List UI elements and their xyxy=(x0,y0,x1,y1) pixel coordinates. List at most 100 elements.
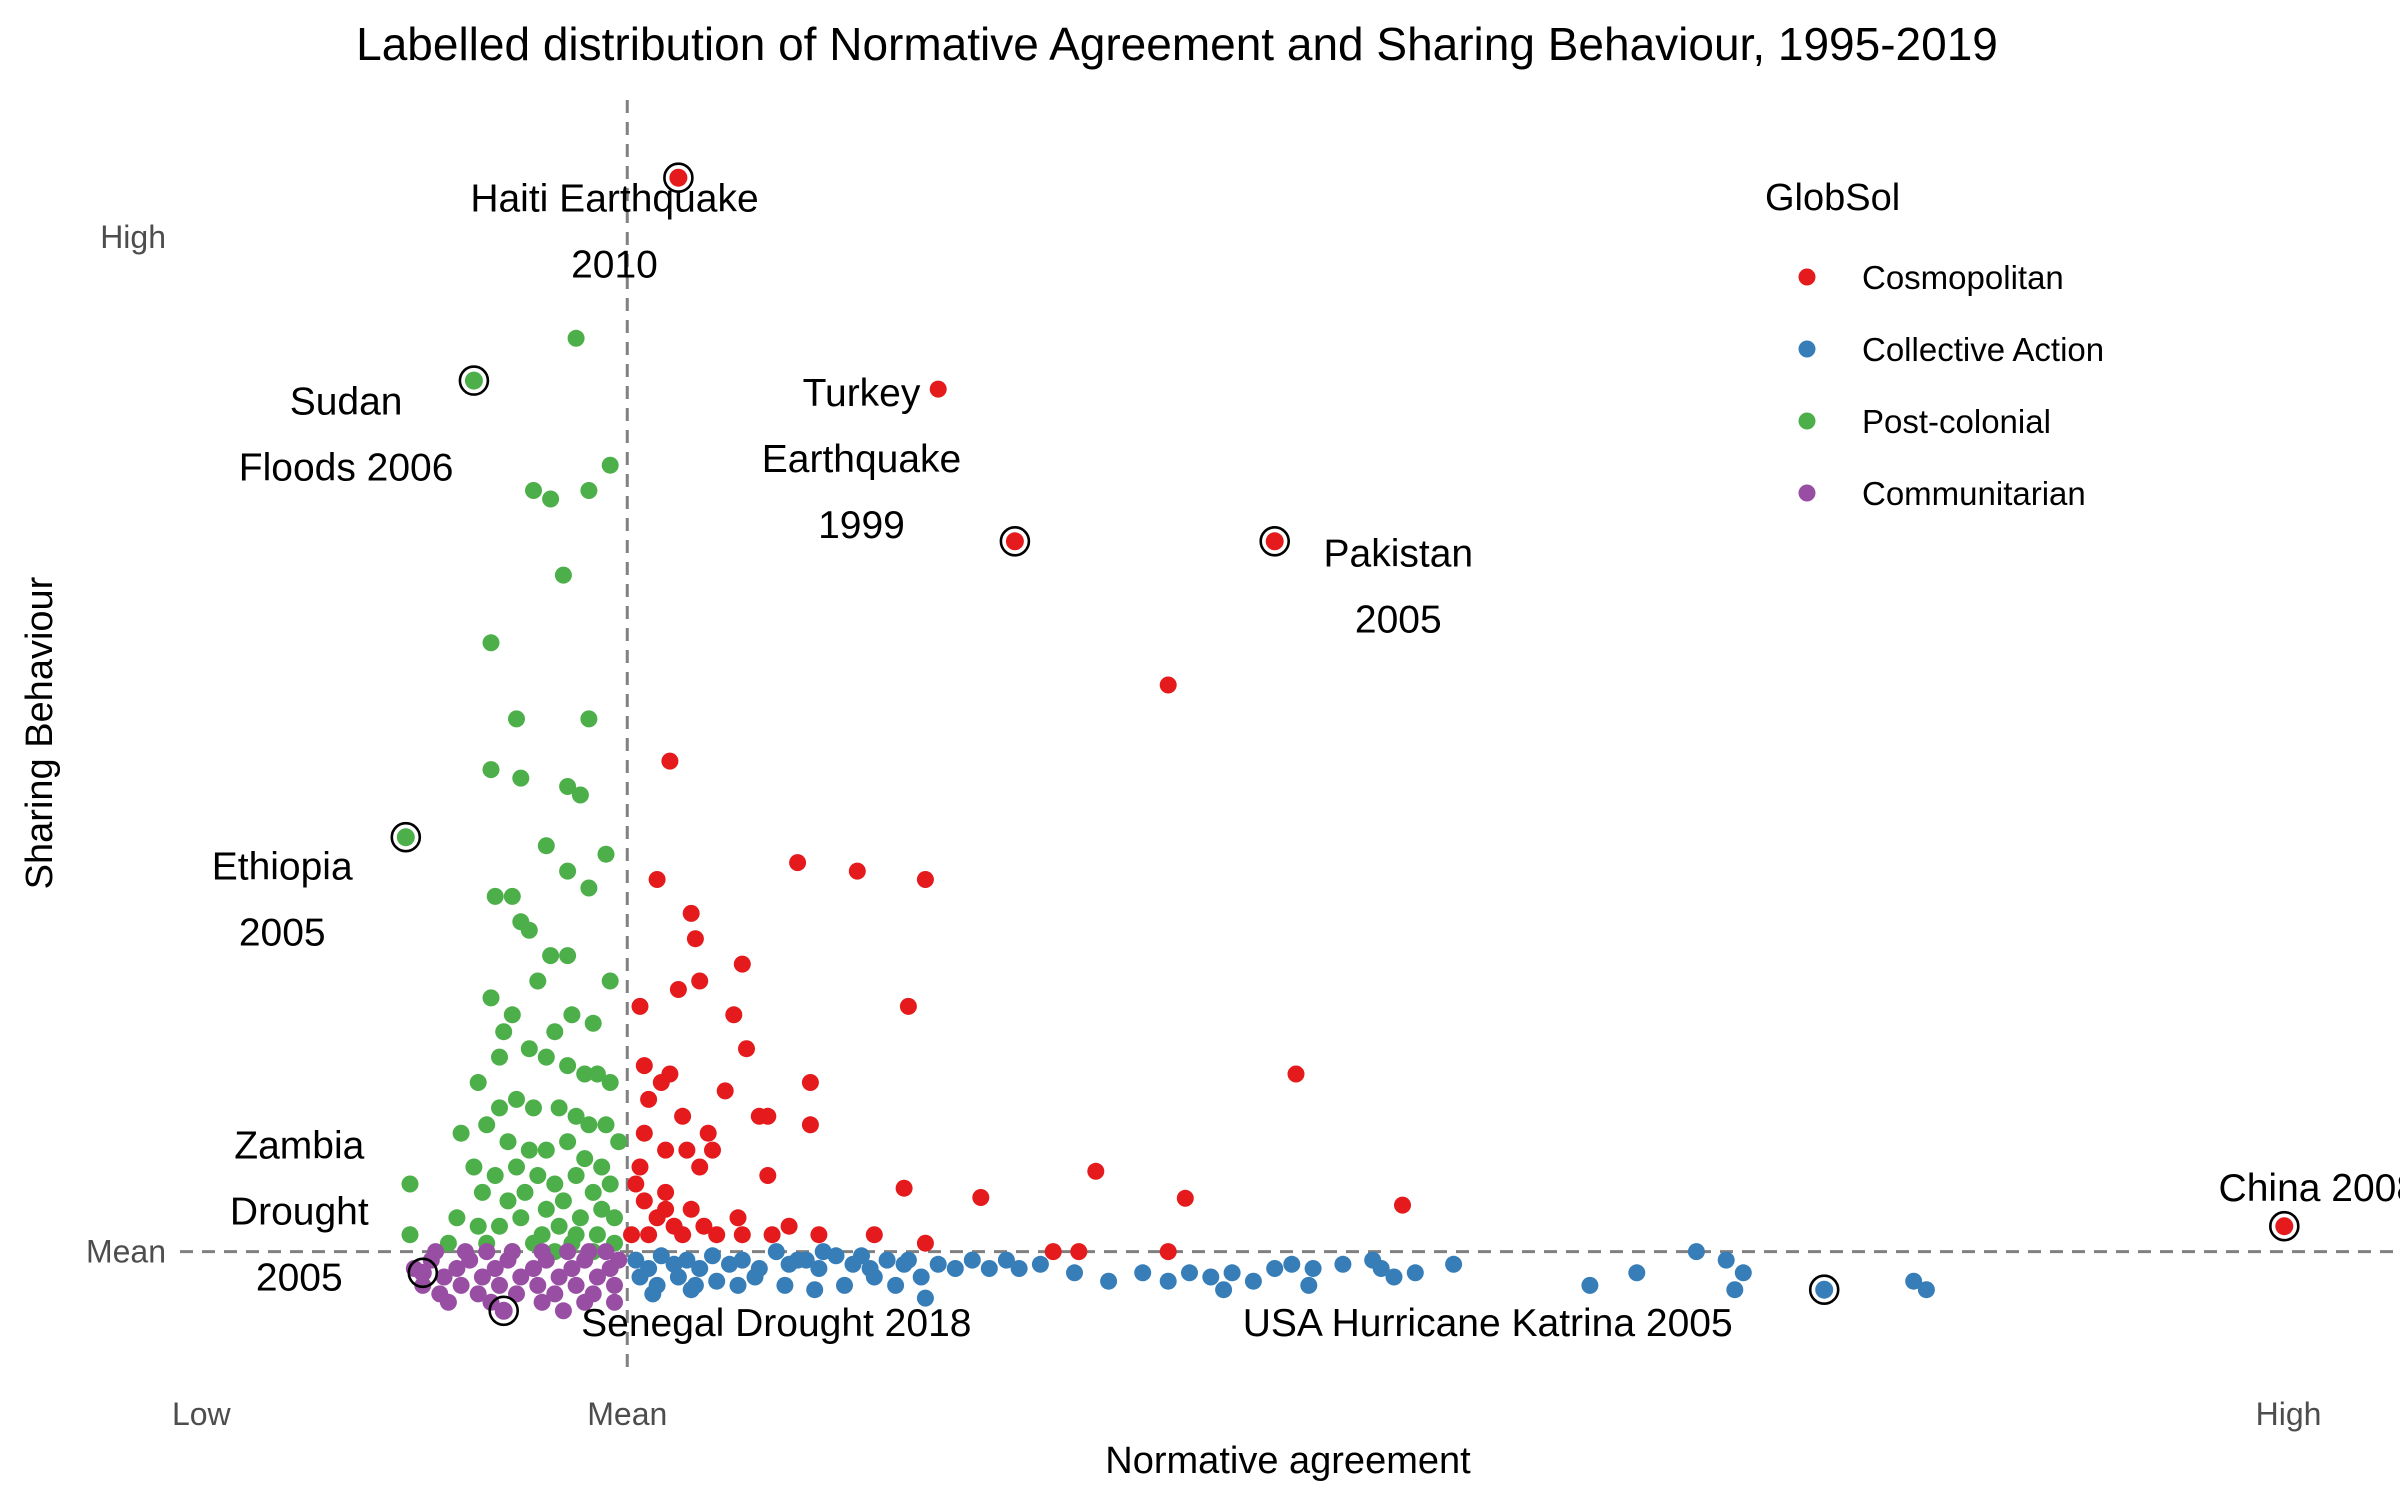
data-point xyxy=(567,1107,585,1125)
chart-title: Labelled distribution of Normative Agree… xyxy=(356,18,1998,70)
data-point xyxy=(644,1285,662,1303)
data-point xyxy=(1445,1255,1463,1273)
data-point xyxy=(597,1243,615,1261)
data-point xyxy=(912,1268,930,1286)
data-point xyxy=(725,1006,743,1024)
data-point xyxy=(469,1074,487,1091)
data-point xyxy=(657,1200,675,1218)
data-point xyxy=(1176,1189,1194,1207)
data-point xyxy=(606,1293,623,1311)
data-point xyxy=(537,837,555,855)
data-point xyxy=(1334,1255,1352,1273)
data-point xyxy=(559,1243,577,1261)
data-point xyxy=(1726,1281,1744,1299)
data-point xyxy=(508,1158,525,1176)
data-point xyxy=(512,1209,530,1227)
data-point xyxy=(580,710,598,728)
data-point xyxy=(567,1167,585,1184)
annotation-label: Haiti Earthquake xyxy=(470,178,758,221)
data-point xyxy=(452,1276,470,1294)
data-point xyxy=(733,955,751,973)
data-point xyxy=(606,1209,623,1227)
data-point xyxy=(546,1175,564,1193)
highlighted-point xyxy=(669,168,688,187)
data-point xyxy=(836,1276,853,1294)
data-point xyxy=(635,1057,653,1075)
legend-swatch xyxy=(1798,412,1816,430)
data-point xyxy=(1066,1264,1083,1282)
annotation-label: Zambia xyxy=(234,1125,364,1168)
data-point xyxy=(899,1251,917,1269)
data-point xyxy=(1917,1281,1935,1299)
x-axis-tick-labels: Low Mean High xyxy=(172,1396,2321,1432)
data-point xyxy=(1159,1243,1177,1261)
data-point xyxy=(503,887,521,905)
data-point xyxy=(810,1260,828,1277)
highlighted-point xyxy=(396,828,415,847)
data-point xyxy=(1581,1276,1599,1294)
data-point xyxy=(580,1116,598,1134)
data-point xyxy=(580,482,598,499)
data-point xyxy=(767,1243,785,1261)
legend-label: Post-colonial xyxy=(1862,403,2051,440)
data-point xyxy=(1244,1272,1262,1290)
data-point xyxy=(916,871,934,888)
data-point xyxy=(554,1302,572,1320)
highlight-ring xyxy=(999,525,1031,557)
data-point xyxy=(559,862,577,880)
data-point xyxy=(567,329,585,347)
legend-swatch xyxy=(1798,268,1816,286)
data-point xyxy=(601,1175,619,1193)
data-point xyxy=(699,1124,717,1142)
data-point xyxy=(537,1141,555,1159)
legend-items: Cosmopolitan Collective Action Post-coloni… xyxy=(1798,259,2104,512)
data-point xyxy=(529,1276,547,1294)
data-point xyxy=(661,752,679,770)
legend-entry: Communitarian xyxy=(1798,475,2086,512)
y-tick-label: Mean xyxy=(86,1234,166,1270)
data-point xyxy=(1304,1260,1322,1277)
data-point xyxy=(733,1251,751,1269)
highlight-ring xyxy=(663,162,694,193)
data-point xyxy=(520,1040,538,1058)
data-point xyxy=(631,997,649,1015)
data-point xyxy=(848,862,866,880)
data-point xyxy=(1385,1268,1403,1286)
data-point xyxy=(631,1268,649,1286)
x-tick-label: High xyxy=(2256,1396,2322,1432)
data-point xyxy=(627,1175,645,1193)
data-point xyxy=(746,1268,764,1286)
highlighted-point xyxy=(1005,532,1024,551)
data-point xyxy=(550,1099,568,1117)
data-point xyxy=(1406,1264,1424,1282)
data-point xyxy=(635,1124,653,1142)
data-point xyxy=(576,1065,594,1083)
annotation-label: Earthquake xyxy=(762,438,961,481)
y-axis-title: Sharing Behaviour xyxy=(19,576,61,889)
data-point xyxy=(810,1226,828,1244)
data-point xyxy=(427,1243,445,1261)
data-point xyxy=(1266,1260,1284,1277)
legend-label: Communitarian xyxy=(1862,475,2086,512)
data-point xyxy=(588,1226,606,1244)
data-point xyxy=(686,930,704,948)
reference-lines xyxy=(180,100,2395,1370)
data-point xyxy=(691,1158,709,1176)
data-point xyxy=(1202,1268,1220,1286)
data-point xyxy=(478,1116,496,1134)
highlighted-point xyxy=(1815,1280,1834,1299)
data-point xyxy=(678,1141,696,1159)
data-point xyxy=(601,456,619,474)
data-point xyxy=(1905,1272,1923,1290)
data-point xyxy=(627,1251,645,1269)
data-point xyxy=(495,1023,513,1041)
data-point xyxy=(482,761,500,779)
data-point xyxy=(682,1281,700,1299)
data-point xyxy=(576,1150,594,1168)
data-point xyxy=(601,1074,619,1091)
data-point xyxy=(559,1057,577,1075)
data-point xyxy=(878,1251,896,1269)
legend: GlobSol Cosmopolitan Collective Action Pos… xyxy=(1765,177,2104,512)
data-point xyxy=(776,1276,794,1294)
data-point xyxy=(465,1158,483,1176)
